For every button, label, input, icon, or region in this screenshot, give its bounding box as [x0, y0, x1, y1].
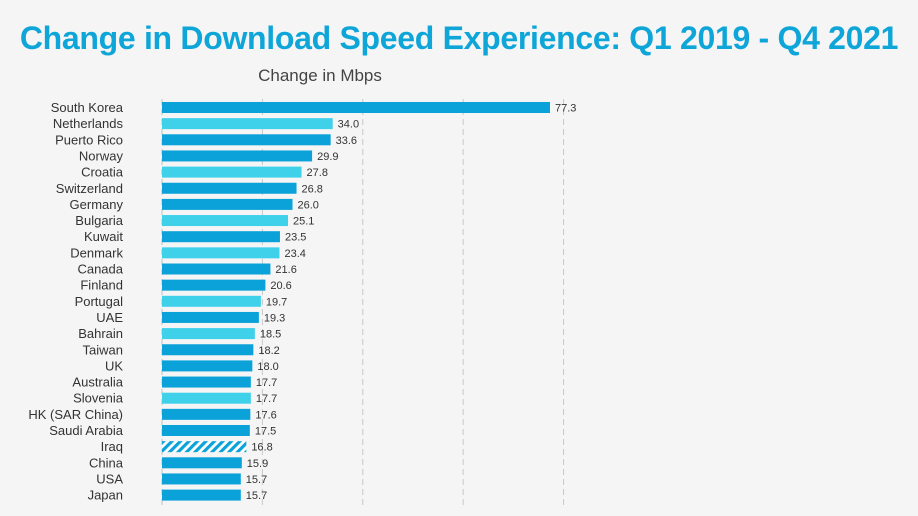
bar — [162, 102, 550, 113]
category-label: Netherlands — [53, 116, 124, 131]
bar — [162, 118, 333, 130]
bar — [162, 263, 271, 275]
category-label: Portugal — [75, 294, 124, 309]
bar — [162, 166, 302, 178]
category-label: South Korea — [51, 100, 124, 115]
value-label: 17.7 — [256, 377, 277, 389]
bar — [162, 247, 280, 259]
value-label: 77.3 — [555, 103, 576, 115]
category-label: China — [89, 455, 124, 470]
labels: South Korea 77.3 Netherlands 34.0 Puerto Ric… — [28, 100, 576, 503]
category-label: Taiwan — [83, 342, 123, 357]
bar — [162, 425, 250, 436]
value-label: 21.6 — [275, 264, 296, 276]
value-label: 29.9 — [317, 151, 338, 163]
category-label: Japan — [88, 488, 123, 503]
bar — [162, 392, 251, 404]
value-label: 23.4 — [284, 248, 305, 260]
value-label: 15.9 — [247, 458, 268, 470]
bar — [162, 279, 266, 291]
bar — [162, 182, 297, 194]
bar — [162, 198, 293, 210]
bar — [162, 457, 242, 469]
value-label: 17.5 — [255, 426, 276, 438]
value-label: 19.7 — [266, 296, 287, 308]
bar — [162, 344, 254, 356]
bar — [162, 295, 261, 307]
category-label: UAE — [96, 310, 123, 325]
bar — [162, 328, 255, 340]
category-label: Slovenia — [73, 391, 124, 406]
category-label: Iraq — [101, 439, 123, 454]
value-label: 15.7 — [246, 474, 267, 486]
value-label: 26.8 — [302, 183, 323, 195]
value-label: 23.5 — [285, 232, 306, 244]
category-label: Canada — [77, 262, 123, 277]
category-label: Denmark — [70, 245, 123, 260]
category-label: Saudi Arabia — [49, 423, 123, 438]
value-label: 18.0 — [257, 361, 278, 373]
bar — [162, 441, 247, 453]
category-label: Finland — [80, 278, 123, 293]
category-label: Bahrain — [78, 326, 123, 341]
value-label: 15.7 — [246, 490, 267, 502]
bar — [162, 473, 241, 485]
bar — [162, 150, 313, 162]
category-label: Norway — [79, 148, 124, 163]
value-label: 17.6 — [255, 409, 276, 421]
category-label: Puerto Rico — [55, 132, 123, 147]
value-label: 18.5 — [260, 329, 281, 341]
bars — [162, 102, 550, 501]
category-label: UK — [105, 358, 123, 373]
value-label: 34.0 — [338, 119, 359, 131]
category-label: HK (SAR China) — [28, 407, 123, 422]
value-label: 17.7 — [256, 393, 277, 405]
category-label: Australia — [72, 375, 123, 390]
bar — [162, 231, 280, 243]
bar — [162, 489, 241, 501]
bar — [162, 311, 259, 323]
value-label: 25.1 — [293, 216, 314, 228]
value-label: 16.8 — [251, 442, 272, 454]
value-label: 27.8 — [307, 167, 328, 179]
category-label: Germany — [70, 197, 124, 212]
bar — [162, 134, 331, 146]
chart-title: Change in Download Speed Experience: Q1 … — [19, 20, 899, 56]
bar — [162, 215, 288, 227]
category-label: Switzerland — [56, 181, 123, 196]
value-label: 33.6 — [336, 135, 357, 147]
category-label: USA — [96, 471, 123, 486]
category-label: Kuwait — [84, 229, 123, 244]
value-label: 20.6 — [270, 280, 291, 292]
bar — [162, 408, 251, 420]
category-label: Croatia — [81, 165, 124, 180]
category-label: Bulgaria — [75, 213, 123, 228]
bar — [162, 360, 253, 372]
value-label: 19.3 — [264, 312, 285, 324]
bar — [162, 376, 251, 388]
chart-subtitle: Change in Mbps — [258, 66, 382, 85]
value-label: 26.0 — [298, 199, 319, 211]
value-label: 18.2 — [258, 345, 279, 357]
